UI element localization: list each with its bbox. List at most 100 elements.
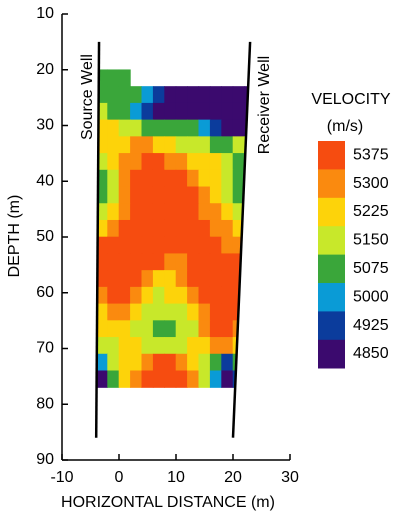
- velocity-cell: [221, 203, 234, 221]
- velocity-cell: [164, 136, 177, 154]
- velocity-cell: [209, 169, 222, 188]
- velocity-cell: [187, 86, 200, 104]
- velocity-cell: [221, 169, 234, 188]
- velocity-cell: [244, 219, 251, 238]
- velocity-cell: [96, 236, 108, 255]
- velocity-cell: [209, 236, 222, 255]
- velocity-cell: [141, 136, 154, 154]
- velocity-field: [96, 69, 251, 388]
- velocity-cell: [232, 236, 245, 255]
- velocity-cell: [130, 303, 143, 321]
- velocity-cell: [175, 169, 188, 188]
- velocity-cell: [187, 353, 200, 372]
- velocity-cell: [164, 253, 177, 271]
- colorbar-label: 5000: [353, 288, 389, 305]
- velocity-cell: [118, 169, 131, 188]
- velocity-cell: [152, 86, 165, 104]
- velocity-cell: [175, 320, 188, 338]
- velocity-cell: [232, 253, 245, 271]
- velocity-cell: [118, 102, 131, 121]
- velocity-cell: [152, 186, 165, 204]
- velocity-cell: [175, 236, 188, 255]
- velocity-cell: [244, 337, 251, 355]
- velocity-cell: [232, 136, 245, 154]
- velocity-cell: [141, 186, 154, 204]
- velocity-cell: [209, 219, 222, 238]
- velocity-cell: [221, 236, 234, 255]
- velocity-cell: [164, 86, 177, 104]
- velocity-cell: [232, 169, 245, 188]
- velocity-cell: [107, 219, 120, 238]
- velocity-cell: [244, 86, 251, 104]
- velocity-cell: [198, 119, 211, 137]
- velocity-cell: [118, 353, 131, 372]
- velocity-cell: [96, 186, 108, 204]
- colorbar-swatch: [318, 283, 345, 312]
- velocity-cell: [118, 119, 131, 137]
- velocity-cell: [164, 270, 177, 288]
- velocity-cell: [164, 303, 177, 321]
- velocity-cell: [152, 102, 165, 121]
- velocity-cell: [209, 119, 222, 137]
- y-tick-label: 50: [36, 228, 54, 245]
- velocity-cell: [164, 119, 177, 137]
- velocity-cell: [221, 86, 234, 104]
- velocity-cell: [232, 86, 245, 104]
- colorbar-swatch: [318, 311, 345, 341]
- velocity-cell: [96, 86, 108, 104]
- velocity-cell: [221, 353, 234, 372]
- velocity-cell: [96, 203, 108, 221]
- velocity-cell: [96, 253, 108, 271]
- well-label: Source Well: [79, 54, 96, 140]
- velocity-cell: [175, 303, 188, 321]
- velocity-cell: [141, 169, 154, 188]
- y-tick-label: 20: [36, 61, 54, 78]
- velocity-cell: [96, 69, 108, 87]
- velocity-cell: [244, 203, 251, 221]
- velocity-cell: [164, 370, 177, 388]
- velocity-cell: [130, 370, 143, 388]
- y-tick-label: 40: [36, 172, 54, 189]
- velocity-cell: [118, 69, 131, 87]
- velocity-cell: [130, 353, 143, 372]
- x-axis-label: HORIZONTAL DISTANCE (m): [61, 494, 275, 511]
- velocity-cell: [96, 153, 108, 171]
- velocity-cell: [244, 186, 251, 204]
- velocity-cell: [152, 270, 165, 288]
- velocity-cell: [175, 219, 188, 238]
- velocity-cell: [187, 370, 200, 388]
- colorbar-swatch: [318, 169, 345, 199]
- velocity-cell: [141, 270, 154, 288]
- velocity-cell: [221, 136, 234, 154]
- velocity-cell: [107, 186, 120, 204]
- velocity-cell: [221, 303, 234, 321]
- velocity-cell: [118, 86, 131, 104]
- velocity-cell: [198, 136, 211, 154]
- velocity-cell: [152, 169, 165, 188]
- velocity-cell: [221, 370, 234, 388]
- velocity-cell: [118, 253, 131, 271]
- velocity-cell: [107, 286, 120, 305]
- velocity-cell: [164, 186, 177, 204]
- velocity-cell: [130, 186, 143, 204]
- velocity-cell: [175, 337, 188, 355]
- velocity-cell: [152, 153, 165, 171]
- velocity-cell: [221, 253, 234, 271]
- velocity-cell: [130, 102, 143, 121]
- velocity-cell: [96, 270, 108, 288]
- velocity-cell: [198, 203, 211, 221]
- velocity-cell: [130, 153, 143, 171]
- colorbar-label: 5150: [353, 232, 389, 249]
- velocity-cell: [198, 270, 211, 288]
- velocity-cell: [141, 86, 154, 104]
- velocity-cell: [141, 253, 154, 271]
- velocity-cell: [187, 169, 200, 188]
- velocity-cell: [107, 303, 120, 321]
- colorbar-swatch: [318, 141, 345, 170]
- velocity-cell: [232, 153, 245, 171]
- velocity-cell: [141, 203, 154, 221]
- velocity-cell: [118, 270, 131, 288]
- velocity-cell: [221, 320, 234, 338]
- colorbar-title: VELOCITY: [311, 91, 390, 108]
- velocity-cell: [232, 119, 245, 137]
